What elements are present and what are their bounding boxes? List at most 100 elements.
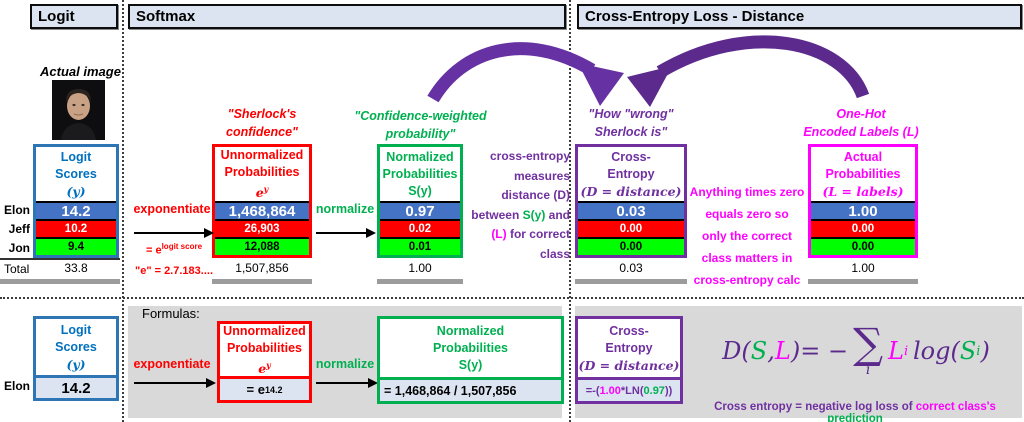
total-label: Total	[4, 262, 30, 276]
description-line: cross-entropy calc	[693, 273, 801, 287]
e-base: e	[255, 185, 264, 201]
formula-box-header: Unnormalized Probabilities ey	[220, 324, 309, 376]
section-header-logit: Logit	[30, 4, 118, 29]
arrow-right-icon	[316, 228, 376, 238]
e-value-note: "e" = 2.7.183....	[134, 265, 213, 277]
table-title-line: Scores	[55, 166, 97, 181]
table-row: 1,468,864	[215, 201, 309, 220]
caption-confidence-weighted: "Confidence-weighted probability"	[328, 108, 513, 143]
table-row: 12,088	[215, 237, 309, 255]
caption-one-hot-labels: One-Hot Encoded Labels (L)	[775, 106, 947, 141]
table-title-line: ey	[215, 181, 309, 201]
table-title-line: Logit	[60, 322, 92, 337]
description-line: cross-entropy	[489, 149, 570, 163]
vertical-dotted-divider	[569, 0, 571, 422]
caption-line: "Confidence-weighted	[354, 109, 487, 123]
table-title-line: Cross-	[609, 323, 649, 338]
cross-entropy-total-value: 0.03	[619, 261, 643, 275]
description-line: measures	[513, 168, 570, 183]
table-title-line: (y)	[66, 183, 86, 199]
e-base: = e	[145, 244, 162, 257]
table-row: 0.97	[380, 201, 460, 220]
table-title-line: Probabilities	[224, 164, 300, 179]
table-title-line: Unnormalized	[220, 147, 304, 162]
arrow-right-icon	[316, 378, 378, 388]
row-label-elon: Elon	[4, 379, 30, 393]
table-title-line: (y)	[66, 356, 86, 372]
caption-line: Sherlock is"	[594, 124, 668, 139]
table-row: 0.03	[578, 201, 684, 220]
logit-table-header: Logit Scores (y)	[36, 147, 116, 201]
unnormalized-total-value: 1,507,856	[235, 261, 289, 275]
total-underline	[212, 279, 312, 284]
table-row: 0.00	[811, 219, 915, 237]
table-title-line: Probabilities	[226, 340, 303, 355]
table-row: 0.00	[578, 237, 684, 255]
caption-line: "Sherlock's	[227, 107, 297, 121]
curved-arrow-from-one-hot	[627, 35, 870, 107]
caption-how-wrong: "How "wrong" Sherlock is"	[574, 106, 688, 141]
logit-scores-table: Logit Scores (y) 14.2 10.2 9.4	[33, 144, 119, 258]
table-title-line: Entropy	[607, 166, 655, 181]
table-row: 9.4	[36, 237, 116, 255]
description-line: class	[539, 246, 570, 261]
normalized-table-header: Normalized Probabilities S(y)	[380, 147, 460, 201]
formula-value-cell: 14.2	[36, 375, 116, 398]
table-row: 0.01	[380, 237, 460, 255]
table-title-line: (D = distance)	[578, 357, 680, 373]
table-row: 14.2	[36, 201, 116, 220]
portrait-photo	[52, 80, 105, 140]
table-title-line: Probabilities	[825, 166, 901, 181]
formula-normalized-box: Normalized Probabilities S(y) = 1,468,86…	[377, 316, 564, 404]
table-title-line: Scores	[55, 339, 97, 354]
table-title-line: Unnormalized	[223, 323, 306, 338]
e-logit-score-formula: = elogit score	[134, 242, 214, 257]
table-title-line: (L = labels)	[822, 183, 904, 199]
total-underline	[377, 279, 463, 284]
table-title-line: Probabilities	[432, 340, 509, 355]
caption-line: Encoded Labels (L)	[803, 124, 919, 139]
caption-sherlocks-confidence: "Sherlock's confidence"	[202, 106, 322, 141]
exponentiate-label: exponentiate	[133, 202, 211, 216]
normalized-probabilities-table: Normalized Probabilities S(y) 0.97 0.02 …	[377, 144, 463, 258]
e-exponent: logit score	[161, 242, 203, 251]
table-title-line: Normalized	[386, 149, 454, 164]
table-title-line: S(y)	[408, 183, 432, 198]
table-row: 1.00	[811, 201, 915, 220]
cross-entropy-table-header: Cross- Entropy (D = distance)	[578, 147, 684, 201]
table-row: 0.00	[578, 219, 684, 237]
row-label-elon: Elon	[4, 203, 30, 217]
e-exponent: y	[263, 183, 269, 194]
description-line: between S(y) and	[471, 207, 570, 222]
formula-value-cell: = 1,468,864 / 1,507,856	[380, 377, 561, 401]
unnormalized-probabilities-table: Unnormalized Probabilities ey 1,468,864 …	[212, 144, 312, 258]
formula-unnormalized-box: Unnormalized Probabilities ey = e 14.2	[217, 321, 312, 403]
table-title-line: ey	[258, 359, 271, 377]
section-header-softmax: Softmax	[128, 4, 566, 29]
table-row: 0.02	[380, 219, 460, 237]
description-line: (L) for correct	[491, 227, 570, 241]
table-title-line: Normalized	[436, 323, 505, 338]
table-row: 26,903	[215, 219, 309, 237]
exponentiate-label: exponentiate	[133, 357, 211, 371]
cross-entropy-description: cross-entropy measures distance (D) betw…	[458, 147, 570, 264]
description-line: only the correct	[701, 229, 793, 243]
cross-entropy-caption: Cross entropy = negative log loss of cor…	[714, 401, 996, 422]
formula-value-cell: = e 14.2	[220, 376, 309, 400]
vertical-dotted-divider	[122, 0, 124, 422]
arrow-right-icon	[134, 228, 214, 238]
table-title-line: Actual	[843, 149, 883, 164]
table-title-line: Logit	[60, 149, 92, 164]
actual-probabilities-total-value: 1.00	[851, 261, 875, 275]
actual-probabilities-table: Actual Probabilities (L = labels) 1.00 0…	[808, 144, 918, 258]
table-row: 0.00	[811, 237, 915, 255]
caption-line: probability"	[385, 126, 456, 141]
formula-box-header: Normalized Probabilities S(y)	[380, 319, 561, 377]
table-row: 10.2	[36, 219, 116, 237]
logit-total-value: 33.8	[64, 261, 88, 275]
summation-sigma: ∑ i	[853, 319, 884, 378]
total-underline	[575, 279, 687, 284]
actual-image-label: Actual image	[40, 64, 121, 79]
